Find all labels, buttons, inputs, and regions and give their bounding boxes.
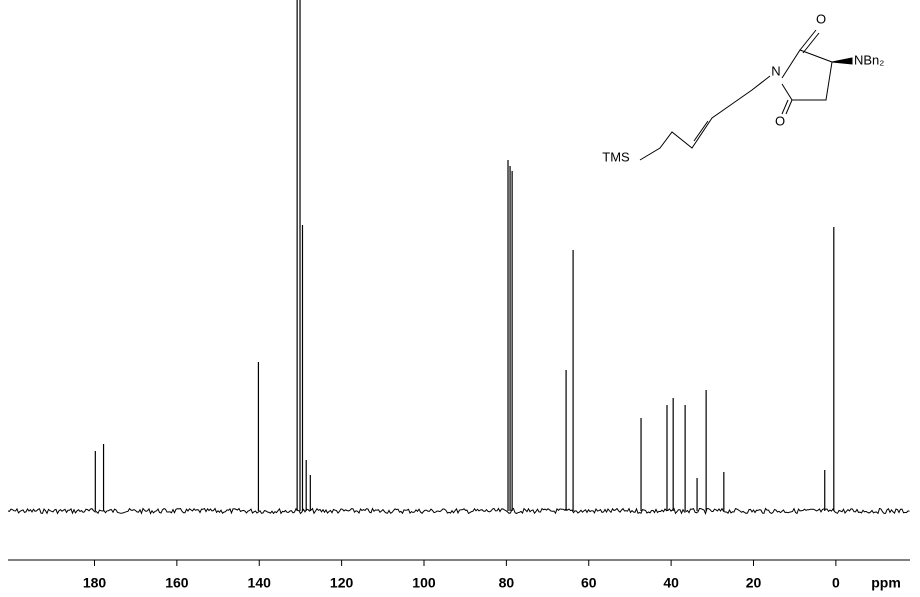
x-axis-label: ppm xyxy=(871,575,901,591)
label-tms: TMS xyxy=(602,149,630,164)
carbonyl xyxy=(781,99,789,115)
x-tick-label: 20 xyxy=(746,575,762,591)
ring xyxy=(781,49,833,101)
label-o: O xyxy=(816,11,826,26)
label-o: O xyxy=(775,113,785,128)
carbonyl xyxy=(785,99,793,115)
chain xyxy=(639,75,771,161)
baseline-noise xyxy=(7,507,910,515)
wedge xyxy=(831,57,853,65)
carbonyl xyxy=(802,32,820,54)
structure xyxy=(639,29,853,161)
x-tick-label: 160 xyxy=(165,575,189,591)
x-tick-label: 180 xyxy=(83,575,107,591)
x-tick-label: 100 xyxy=(412,575,436,591)
label-n: N xyxy=(771,63,780,78)
x-tick-label: 40 xyxy=(663,575,679,591)
double-bond xyxy=(693,120,709,142)
x-tick-label: 120 xyxy=(330,575,354,591)
x-tick-label: 0 xyxy=(832,575,840,591)
x-tick-label: 80 xyxy=(499,575,515,591)
label-nbn2: NBn₂ xyxy=(854,52,884,67)
x-tick-label: 140 xyxy=(248,575,272,591)
x-tick-label: 60 xyxy=(581,575,597,591)
carbonyl xyxy=(799,29,817,51)
peaks xyxy=(7,0,910,515)
